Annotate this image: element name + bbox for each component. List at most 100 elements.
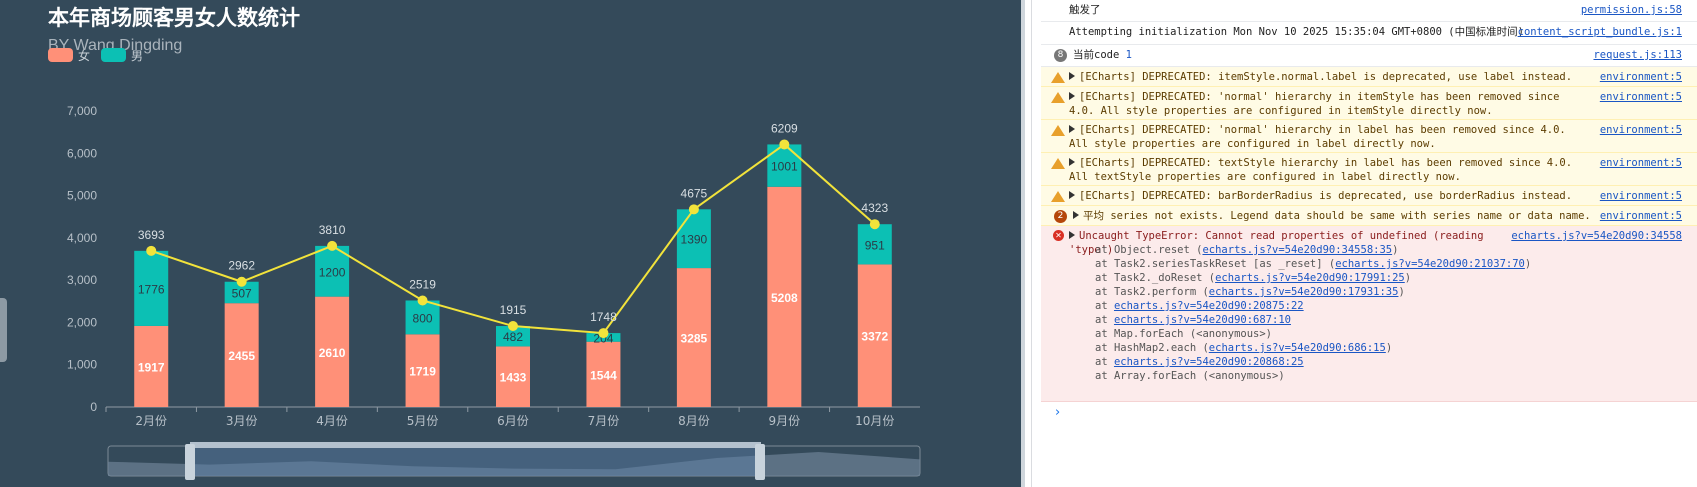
- datazoom-top-bar: [190, 442, 761, 448]
- datazoom-handle-right: [755, 444, 765, 480]
- source-link[interactable]: environment:5: [1599, 91, 1682, 103]
- legend-item-female[interactable]: 女: [48, 47, 90, 63]
- console-warning[interactable]: [ECharts] DEPRECATED: itemStyle.normal.l…: [1041, 67, 1697, 87]
- bar-label-female: 1544: [590, 368, 617, 382]
- source-link[interactable]: environment:5: [1599, 210, 1682, 222]
- console-warning[interactable]: 2 平均 series not exists. Legend data shou…: [1041, 206, 1697, 226]
- expand-triangle-icon[interactable]: [1069, 191, 1075, 199]
- x-tick-label: 10月份: [855, 414, 894, 428]
- line-point-label: 1915: [500, 303, 527, 317]
- stack-frame: at Task2.seriesTaskReset [as _reset] (ec…: [1095, 258, 1532, 270]
- legend-label-female: 女: [78, 48, 91, 63]
- console-warning[interactable]: [ECharts] DEPRECATED: 'normal' hierarchy…: [1041, 87, 1697, 120]
- source-link[interactable]: environment:5: [1599, 190, 1682, 202]
- bar-male: [134, 250, 169, 326]
- console-warning[interactable]: [ECharts] DEPRECATED: 'normal' hierarchy…: [1041, 120, 1697, 153]
- line-point-label: 4675: [681, 186, 708, 200]
- source-link[interactable]: echarts.js?v=54e20d90:34558: [1511, 230, 1682, 242]
- bar-male: [315, 245, 350, 297]
- message-text: 当前code 1: [1073, 48, 1593, 62]
- bar-female: [405, 334, 440, 407]
- bar-male: [857, 224, 892, 265]
- bar-label-male: 800: [413, 311, 433, 325]
- expand-triangle-icon[interactable]: [1069, 231, 1075, 239]
- warning-icon: [1051, 92, 1065, 103]
- bar-female: [224, 303, 259, 407]
- expand-triangle-icon[interactable]: [1069, 92, 1075, 100]
- source-link[interactable]: environment:5: [1599, 71, 1682, 83]
- stack-frame-link[interactable]: echarts.js?v=54e20d90:686:15: [1208, 342, 1386, 354]
- stack-frame: at echarts.js?v=54e20d90:20868:25: [1095, 356, 1304, 368]
- bar-label-male: 1776: [138, 282, 165, 296]
- stack-frame-link[interactable]: echarts.js?v=54e20d90:20875:22: [1113, 300, 1304, 312]
- warning-icon: [1051, 125, 1065, 136]
- message-text: [ECharts] DEPRECATED: textStyle hierarch…: [1069, 157, 1579, 183]
- warning-icon: [1051, 191, 1065, 202]
- bar-label-male: 507: [232, 286, 252, 300]
- console-error[interactable]: ✕ Uncaught TypeError: Cannot read proper…: [1041, 226, 1697, 402]
- x-tick-label: 6月份: [497, 414, 529, 428]
- expand-triangle-icon[interactable]: [1069, 72, 1075, 80]
- x-tick-label: 9月份: [769, 414, 801, 428]
- stack-frame-link[interactable]: echarts.js?v=54e20d90:687:10: [1113, 314, 1291, 326]
- stack-frame-link[interactable]: echarts.js?v=54e20d90:21037:70: [1335, 258, 1525, 270]
- devtools-console: 触发了 permission.js:58 Attempting initiali…: [1041, 0, 1697, 487]
- source-link[interactable]: request.js:113: [1593, 49, 1682, 61]
- line-point-label: 3810: [319, 223, 346, 237]
- warning-icon: [1051, 72, 1065, 83]
- stack-frame-link[interactable]: echarts.js?v=54e20d90:34558:35: [1202, 244, 1393, 256]
- line-point: [869, 219, 880, 230]
- console-prompt[interactable]: ›: [1055, 405, 1061, 420]
- bar-label-female: 5208: [771, 291, 798, 305]
- x-tick-label: 5月份: [407, 414, 439, 428]
- bar-label-female: 2610: [319, 346, 346, 360]
- legend-swatch-male: [101, 48, 126, 62]
- repeat-count-badge: 8: [1054, 49, 1067, 62]
- source-link[interactable]: environment:5: [1599, 157, 1682, 169]
- stack-frame-link[interactable]: echarts.js?v=54e20d90:17931:35: [1208, 286, 1399, 298]
- message-label: 当前code: [1073, 49, 1120, 61]
- panel-edge: [1021, 0, 1025, 487]
- source-link[interactable]: permission.js:58: [1580, 4, 1682, 16]
- bar-label-male: 1390: [681, 233, 708, 247]
- stack-frame: at Map.forEach (<anonymous>): [1095, 328, 1273, 340]
- source-link[interactable]: environment:5: [1599, 124, 1682, 136]
- expand-triangle-icon[interactable]: [1073, 211, 1079, 219]
- line-point: [146, 245, 157, 256]
- datazoom-handle-left: [185, 444, 195, 480]
- x-tick-label: 3月份: [226, 414, 258, 428]
- line-point: [508, 321, 518, 332]
- expand-triangle-icon[interactable]: [1069, 158, 1075, 166]
- message-text: [ECharts] DEPRECATED: 'normal' hierarchy…: [1069, 91, 1566, 117]
- bar-label-male: 204: [593, 331, 613, 345]
- source-link[interactable]: content_script_bundle.js:1: [1517, 26, 1682, 38]
- console-warning[interactable]: [ECharts] DEPRECATED: textStyle hierarch…: [1041, 153, 1697, 186]
- bar-female: [676, 268, 711, 407]
- stack-frame: at echarts.js?v=54e20d90:687:10: [1095, 314, 1291, 326]
- legend-item-male[interactable]: 男: [101, 47, 143, 63]
- bar-label-female: 1433: [500, 371, 527, 385]
- datazoom-window: [190, 446, 761, 476]
- left-scroll-handle[interactable]: [0, 298, 7, 362]
- panel-splitter[interactable]: [1025, 0, 1041, 487]
- line-point: [417, 295, 428, 306]
- line-point: [236, 276, 247, 287]
- y-tick-label: 2,000: [67, 315, 97, 329]
- message-text: 平均 series not exists. Legend data should…: [1073, 209, 1593, 223]
- y-tick-label: 3,000: [67, 273, 97, 287]
- console-message: 8 当前code 1 request.js:113: [1041, 45, 1697, 67]
- y-tick-label: 1,000: [67, 358, 97, 372]
- message-text: 触发了: [1069, 4, 1101, 16]
- line-point: [327, 240, 338, 251]
- message-text: [ECharts] DEPRECATED: 'normal' hierarchy…: [1069, 124, 1573, 150]
- chart-panel: 本年商场顾客男女人数统计 BY Wang Dingding 女 男 0 1,000…: [0, 0, 1025, 487]
- bar-label-female: 2455: [228, 349, 255, 363]
- y-tick-label: 5,000: [67, 189, 97, 203]
- stack-frame: at HashMap2.each (echarts.js?v=54e20d90:…: [1095, 342, 1393, 354]
- stack-frame-link[interactable]: echarts.js?v=54e20d90:17991:25: [1215, 272, 1405, 284]
- stack-frame-link[interactable]: echarts.js?v=54e20d90:20868:25: [1113, 356, 1304, 368]
- bar-label-male: 1001: [771, 160, 798, 174]
- console-warning[interactable]: [ECharts] DEPRECATED: barBorderRadius is…: [1041, 186, 1697, 206]
- expand-triangle-icon[interactable]: [1069, 125, 1075, 133]
- bar-label-male: 482: [503, 330, 523, 344]
